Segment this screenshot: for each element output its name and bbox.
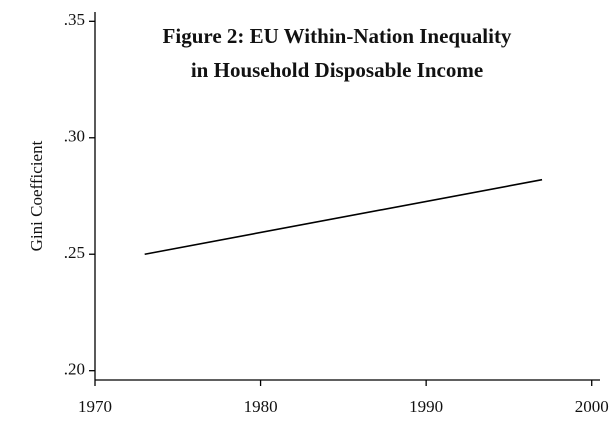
y-tick-label: .20 <box>64 360 85 379</box>
x-tick-label: 2000 <box>575 397 609 416</box>
x-tick-label: 1980 <box>244 397 278 416</box>
y-tick-label: .35 <box>64 10 85 29</box>
x-tick-label: 1990 <box>409 397 443 416</box>
line-series <box>144 178 543 256</box>
chart-title: Figure 2: EU Within-Nation Inequality <box>163 24 512 48</box>
y-axis-label: Gini Coefficient <box>27 140 46 251</box>
y-tick-label: .25 <box>64 243 85 262</box>
y-tick-label: .30 <box>64 127 85 146</box>
x-tick-label: 1970 <box>78 397 112 416</box>
chart-title: in Household Disposable Income <box>191 58 483 82</box>
